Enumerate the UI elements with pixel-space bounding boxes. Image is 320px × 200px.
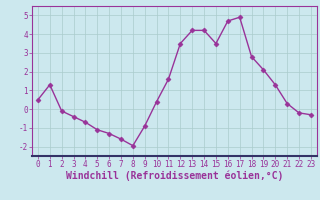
X-axis label: Windchill (Refroidissement éolien,°C): Windchill (Refroidissement éolien,°C) <box>66 171 283 181</box>
